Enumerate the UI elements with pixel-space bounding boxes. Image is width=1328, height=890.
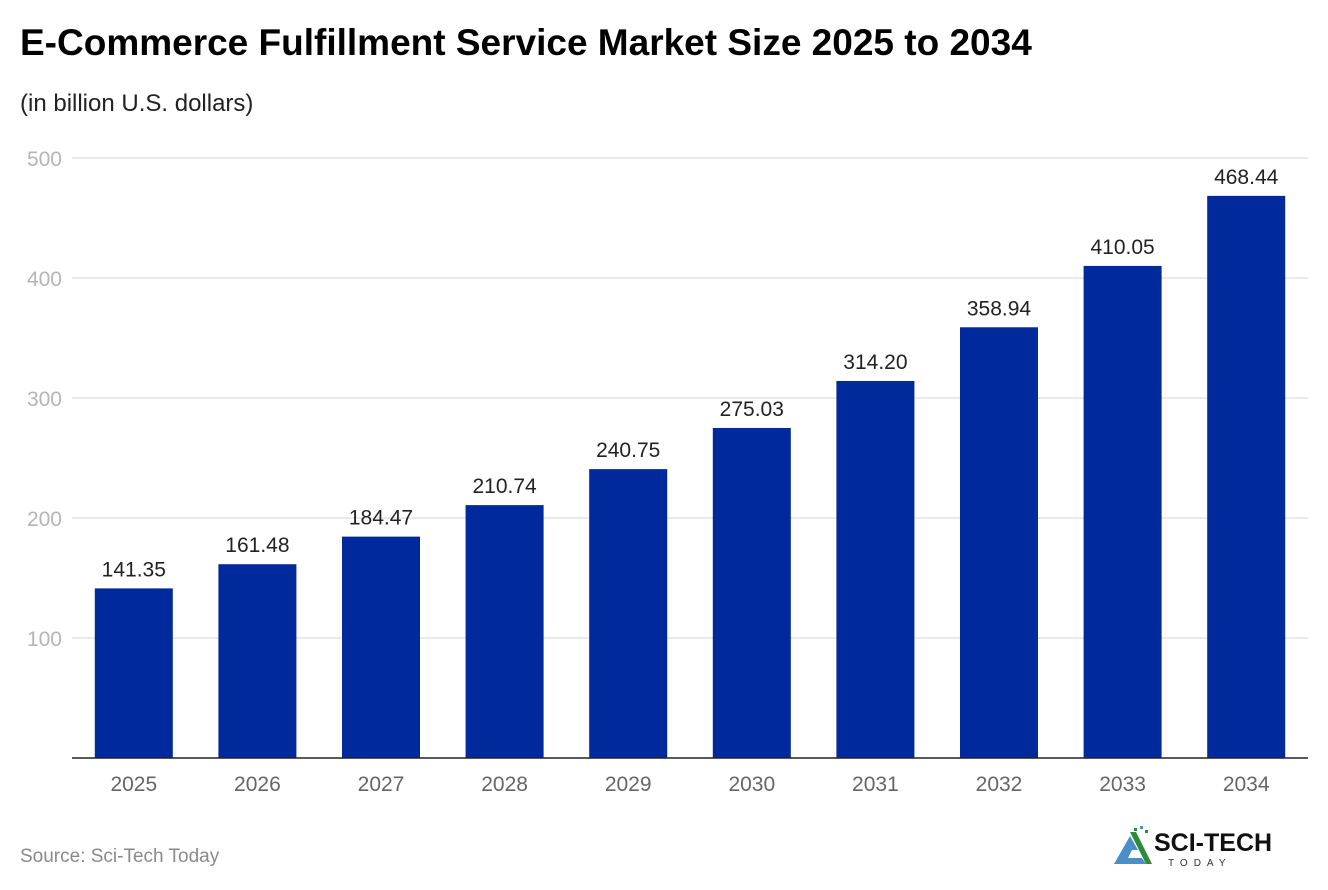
data-label: 141.35: [102, 558, 166, 581]
x-tick-label: 2027: [358, 773, 405, 796]
source-note: Source: Sci-Tech Today: [20, 846, 220, 867]
data-label: 240.75: [596, 439, 660, 462]
bar: [342, 536, 420, 758]
bar: [1083, 265, 1162, 758]
x-tick-label: 2025: [110, 773, 157, 796]
bar: [465, 505, 544, 758]
y-tick-label: 400: [27, 268, 62, 291]
y-tick-label: 200: [27, 508, 62, 531]
data-label: 358.94: [967, 297, 1032, 320]
bar: [712, 427, 791, 758]
x-tick-label: 2032: [976, 773, 1023, 796]
sci-tech-today-logo: SCI-TECH TODAY: [1114, 826, 1272, 868]
bar: [218, 564, 297, 758]
data-label: 161.48: [225, 534, 289, 557]
y-tick-label: 300: [27, 388, 62, 411]
x-tick-label: 2034: [1223, 773, 1270, 796]
data-label: 410.05: [1090, 236, 1154, 259]
data-label: 314.20: [843, 351, 907, 374]
y-tick-label: 100: [27, 628, 62, 651]
data-label: 275.03: [720, 398, 784, 421]
y-tick-label: 500: [27, 148, 62, 171]
chart-subtitle: (in billion U.S. dollars): [20, 90, 254, 117]
bar: [836, 380, 915, 758]
bar: [94, 588, 173, 758]
logo-name: SCI-TECH: [1154, 829, 1272, 857]
x-tick-label: 2030: [728, 773, 775, 796]
data-label: 468.44: [1214, 166, 1279, 189]
bar-chart: 100 200 300 400 500 141.35 2025 161.48 2026 184.4…: [27, 148, 1308, 796]
logo-tagline: TODAY: [1168, 858, 1232, 868]
x-tick-label: 2031: [852, 773, 899, 796]
x-tick-label: 2026: [234, 773, 281, 796]
bar: [589, 469, 668, 758]
x-tick-label: 2029: [605, 773, 652, 796]
x-tick-label: 2033: [1099, 773, 1146, 796]
bar: [1207, 195, 1286, 758]
data-label: 210.74: [472, 475, 537, 498]
chart-title: E-Commerce Fulfillment Service Market Si…: [20, 22, 1032, 63]
bar: [960, 327, 1038, 758]
data-label: 184.47: [349, 507, 413, 530]
x-tick-label: 2028: [481, 773, 528, 796]
